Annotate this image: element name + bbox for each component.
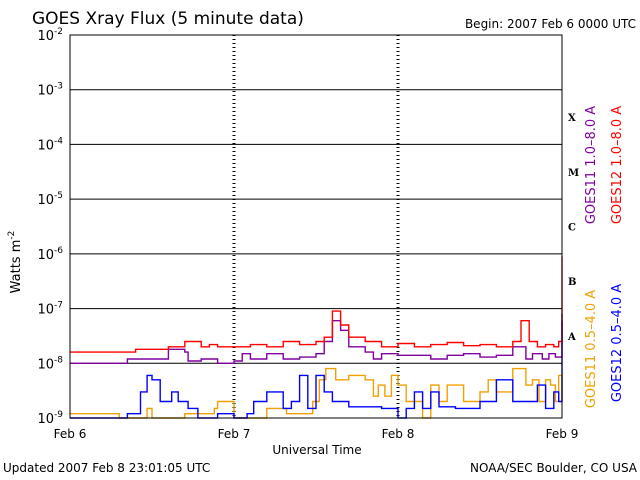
flare-class-label: X [568, 113, 576, 124]
chart-title: GOES Xray Flux (5 minute data) [32, 9, 304, 29]
flare-class-label: C [568, 223, 576, 234]
flare-class-label: M [568, 168, 579, 179]
legend-item-2: GOES11 1.0–8.0 A [584, 106, 599, 224]
y-tick-label: 10-2 [37, 27, 63, 44]
y-tick-label: 10-9 [37, 410, 63, 427]
flare-class-label: B [568, 277, 576, 288]
plot-frame [69, 34, 563, 419]
updated-timestamp: Updated 2007 Feb 8 23:01:05 UTC [3, 461, 210, 475]
y-axis-unit-exponent: -2 [7, 231, 17, 240]
series-line-2 [70, 313, 563, 364]
series-line-3 [70, 256, 563, 353]
y-tick-label: 10-7 [37, 301, 63, 318]
y-axis-label: Watts m [9, 240, 24, 294]
y-tick-label: 10-8 [37, 355, 63, 372]
flare-class-label: A [567, 332, 576, 343]
y-tick-label: 10-5 [37, 191, 63, 208]
svg-text:Watts m-2: Watts m-2 [7, 231, 24, 294]
x-axis-label: Universal Time [272, 443, 361, 457]
legend-item-3: GOES12 1.0–8.0 A [610, 106, 625, 224]
x-tick-label: Feb 7 [218, 427, 251, 441]
source-credit: NOAA/SEC Boulder, CO USA [470, 461, 638, 475]
y-tick-label: 10-3 [37, 82, 63, 99]
x-tick-label: Feb 6 [54, 427, 87, 441]
begin-label: Begin: 2007 Feb 6 0000 UTC [465, 17, 636, 31]
legend-item-1: GOES12 0.5–4.0 A [610, 284, 625, 402]
y-tick-label: 10-4 [37, 136, 63, 153]
y-tick-label: 10-6 [37, 246, 63, 263]
series-line-0 [70, 367, 563, 419]
legend: GOES11 0.5–4.0 A GOES12 0.5–4.0 A GOES11 1… [584, 106, 625, 408]
legend-item-0: GOES11 0.5–4.0 A [584, 290, 599, 408]
x-tick-label: Feb 9 [546, 427, 579, 441]
x-tick-label: Feb 8 [382, 427, 415, 441]
series-line-1 [70, 320, 563, 419]
y-axis-title: Watts m-2 [7, 231, 24, 294]
